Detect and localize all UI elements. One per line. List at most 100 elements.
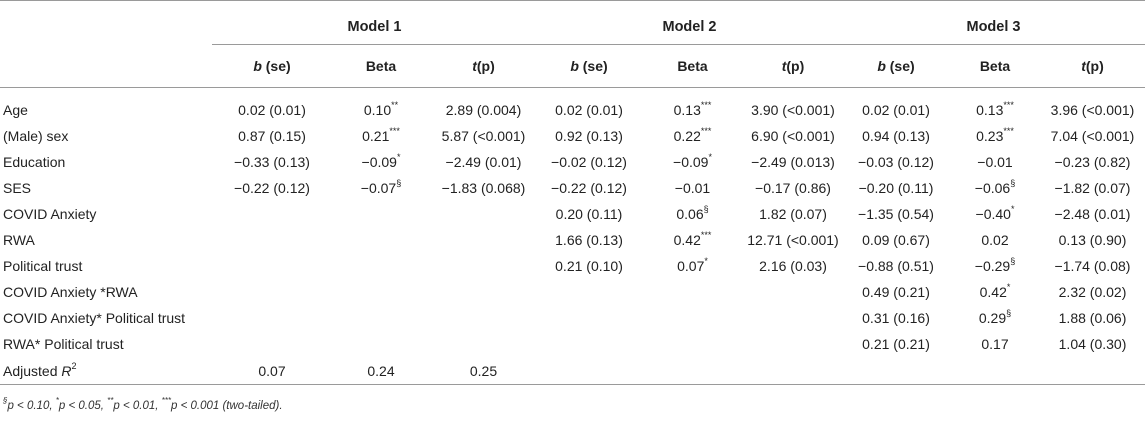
table-cell: −1.74 (0.08) (1040, 253, 1145, 279)
footnote-mark: ** (107, 396, 114, 406)
column-header-suffix: (p) (1085, 58, 1104, 74)
cell-value: 2.16 (0.03) (759, 258, 827, 274)
table-cell: −0.40* (950, 201, 1040, 227)
table-cell (430, 201, 537, 227)
table-row: (Male) sex 0.87 (0.15) 0.21*** 5.87 (<0.001… (0, 123, 1145, 149)
row-label-text: Education (3, 154, 66, 170)
table-cell: −0.07§ (332, 175, 430, 201)
table-cell (537, 357, 641, 385)
table-cell: 0.49 (0.21) (842, 279, 950, 305)
table-cell: 0.20 (0.11) (537, 201, 641, 227)
significance-mark: * (708, 152, 712, 163)
cell-value: −1.82 (0.07) (1054, 180, 1131, 196)
cell-value: 0.24 (367, 362, 395, 379)
table-cell: −0.22 (0.12) (537, 175, 641, 201)
corner-cell (0, 45, 212, 88)
cell-value: 0.29 (978, 310, 1007, 326)
cell-value: −0.07 (360, 180, 397, 196)
table-cell (212, 201, 332, 227)
table-cell (332, 331, 430, 357)
cell-value: 0.92 (0.13) (555, 128, 623, 144)
table-cell (332, 227, 430, 253)
cell-value: 2.89 (0.004) (445, 102, 522, 118)
table-cell: −0.33 (0.13) (212, 149, 332, 175)
table-row: COVID Anxiety *RWA 0.49 (0.21) 0.42* 2.32 (… (0, 279, 1145, 305)
row-label-text: RWA* Political trust (3, 336, 124, 352)
significance-mark: *** (700, 230, 712, 241)
table-cell: 0.13*** (950, 97, 1040, 123)
table-cell: 6.90 (<0.001) (744, 123, 842, 149)
row-label: Age (0, 97, 212, 123)
table-cell: −0.03 (0.12) (842, 149, 950, 175)
footnote-text: p < 0.001 (two-tailed). (171, 400, 283, 412)
row-label: RWA (0, 227, 212, 253)
cell-value: 0.49 (0.21) (862, 284, 930, 300)
row-label-text: Political trust (3, 258, 83, 274)
table-cell (430, 305, 537, 331)
cell-value: −0.06 (974, 180, 1011, 196)
table-cell (212, 253, 332, 279)
table-cell: 0.07* (641, 253, 744, 279)
table-cell: −0.22 (0.12) (212, 175, 332, 201)
table-cell: 3.90 (<0.001) (744, 97, 842, 123)
table-cell: −1.83 (0.068) (430, 175, 537, 201)
table-cell: 0.06§ (641, 201, 744, 227)
table-cell: 0.13*** (641, 97, 744, 123)
table-row: COVID Anxiety* Political trust 0.31 (0.16… (0, 305, 1145, 331)
cell-value: −0.01 (977, 154, 1013, 170)
table-cell: 0.02 (950, 227, 1040, 253)
model-header-row: Model 1 Model 2 Model 3 (0, 9, 1145, 45)
significance-mark: * (396, 152, 401, 163)
row-label: COVID Anxiety *RWA (0, 279, 212, 305)
column-header-suffix: (se) (261, 58, 291, 74)
table-cell (537, 331, 641, 357)
significance-mark: *** (1003, 126, 1014, 137)
table-cell: −0.01 (641, 175, 744, 201)
significance-mark: *** (700, 100, 712, 111)
table-cell: 5.87 (<0.001) (430, 123, 537, 149)
table-cell: 0.25 (430, 357, 537, 385)
cell-value: −0.33 (0.13) (234, 154, 310, 170)
cell-value: −0.17 (0.86) (755, 180, 831, 196)
cell-value: 2.32 (0.02) (1058, 284, 1127, 300)
table-cell (212, 331, 332, 357)
table-cell: 2.32 (0.02) (1040, 279, 1145, 305)
cell-value: −0.22 (0.12) (551, 180, 627, 196)
table-cell: 0.92 (0.13) (537, 123, 641, 149)
table-cell: −1.82 (0.07) (1040, 175, 1145, 201)
row-label-text: COVID Anxiety (3, 206, 97, 222)
significance-mark: § (1010, 256, 1016, 267)
significance-mark: *** (1003, 100, 1014, 111)
table-cell: −0.06§ (950, 175, 1040, 201)
cell-value: 0.20 (0.11) (555, 206, 623, 222)
table-cell: 1.88 (0.06) (1040, 305, 1145, 331)
cell-value: 1.66 (0.13) (555, 232, 623, 248)
cell-value: 0.10 (363, 102, 392, 118)
cell-value: 0.94 (0.13) (862, 128, 930, 144)
r-symbol: R (61, 362, 72, 379)
table-cell: 1.66 (0.13) (537, 227, 641, 253)
significance-mark: *** (700, 126, 712, 137)
cell-value: 0.22 (673, 128, 701, 144)
row-label-text: RWA (3, 232, 35, 248)
table-cell (430, 279, 537, 305)
table-cell: 0.10** (332, 97, 430, 123)
cell-value: 1.04 (0.30) (1058, 336, 1127, 352)
table-cell: 2.16 (0.03) (744, 253, 842, 279)
table-row: Education −0.33 (0.13) −0.09* −2.49 (0.01) −… (0, 149, 1145, 175)
cell-value: 3.90 (<0.001) (751, 102, 835, 118)
cell-value: 0.42 (673, 232, 701, 248)
table-cell: 1.04 (0.30) (1040, 331, 1145, 357)
table-cell: −0.01 (950, 149, 1040, 175)
row-label: COVID Anxiety (0, 201, 212, 227)
footnote: §p < 0.10, *p < 0.05, **p < 0.01, ***p <… (3, 397, 283, 412)
row-label-text: SES (3, 180, 32, 196)
table-cell: −0.20 (0.11) (842, 175, 950, 201)
table-cell (537, 279, 641, 305)
row-label: Political trust (0, 253, 212, 279)
significance-mark: ** (391, 100, 399, 111)
column-header-suffix: (p) (786, 58, 805, 74)
cell-value: 0.13 (976, 102, 1004, 118)
table-cell: 7.04 (<0.001) (1040, 123, 1145, 149)
regression-table: Model 1 Model 2 Model 3 b (se) Beta t(p) b … (0, 0, 1145, 385)
